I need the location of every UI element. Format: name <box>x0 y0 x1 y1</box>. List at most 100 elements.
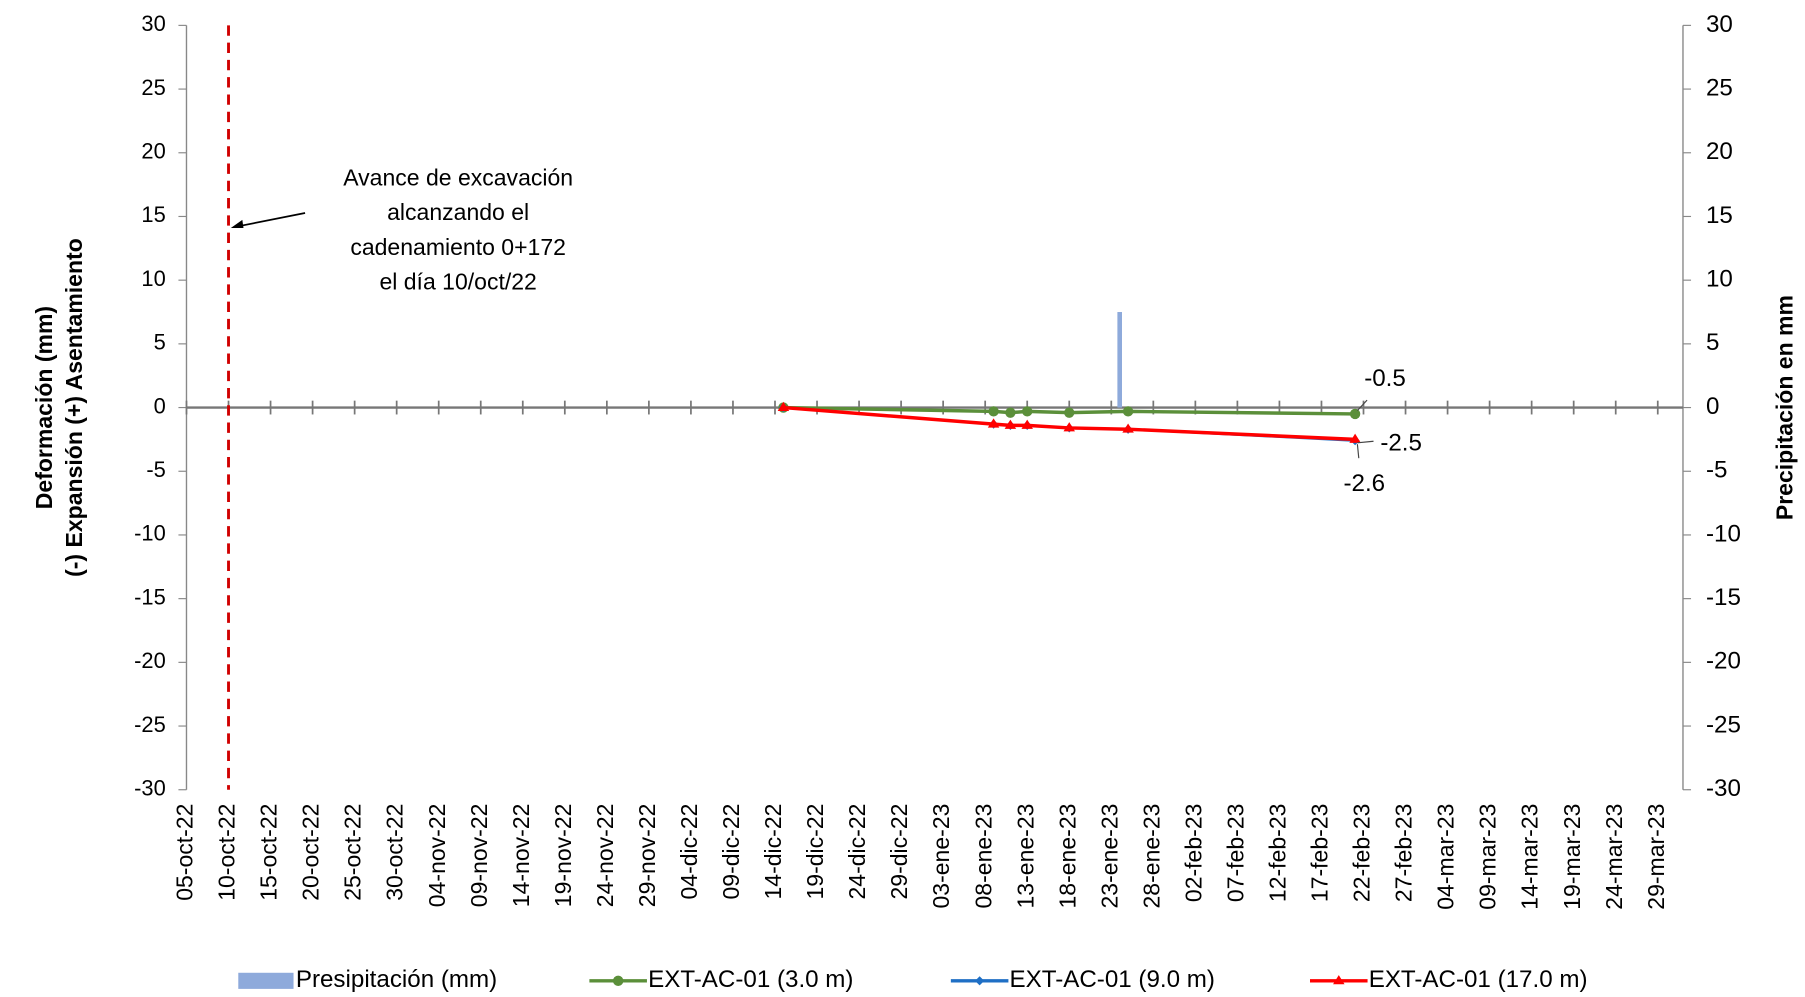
x-tick-label: 23-ene-23 <box>1096 804 1122 909</box>
y-tick-label: -30 <box>134 776 166 801</box>
annotation: alcanzando el <box>387 199 529 225</box>
annotation: cadenamiento 0+172 <box>350 234 566 260</box>
x-tick-label: 29-dic-22 <box>886 804 912 900</box>
y-tick-label: 10 <box>141 266 165 291</box>
x-tick-label: 09-nov-22 <box>466 804 492 908</box>
point <box>1005 407 1016 418</box>
y2-tick-label: 15 <box>1706 202 1733 229</box>
legend-label: Presipitación (mm) <box>296 966 497 993</box>
x-tick-label: 02-feb-23 <box>1180 804 1206 903</box>
y-tick-label: 30 <box>141 11 165 36</box>
y2-tick-label: -20 <box>1706 648 1741 675</box>
x-tick-label: 20-oct-22 <box>298 804 324 901</box>
point <box>1004 419 1017 429</box>
precipitation-bar <box>1117 312 1122 408</box>
x-tick-label: 22-feb-23 <box>1349 804 1375 903</box>
y2-tick-label: -5 <box>1706 457 1727 484</box>
y2-tick-label: 25 <box>1706 74 1733 101</box>
x-tick-label: 14-mar-23 <box>1517 804 1543 910</box>
x-tick-label: 30-oct-22 <box>382 804 408 901</box>
y2-tick-label: -10 <box>1706 520 1741 547</box>
legend-marker <box>612 975 624 987</box>
y-tick-label: 25 <box>141 75 165 100</box>
y2-tick-label: 20 <box>1706 138 1733 165</box>
x-tick-label: 09-mar-23 <box>1475 804 1501 910</box>
x-tick-label: 25-oct-22 <box>340 804 366 901</box>
y-tick-label: -10 <box>134 521 166 546</box>
x-tick-label: 29-nov-22 <box>634 804 660 908</box>
y2-tick-label: -25 <box>1706 711 1741 738</box>
legend-label: EXT-AC-01 (9.0 m) <box>1010 966 1215 993</box>
legend-swatch <box>238 972 294 989</box>
y-tick-label: -25 <box>134 712 166 737</box>
annotation: el día 10/oct/22 <box>379 268 536 294</box>
y-tick-label: 0 <box>154 393 166 418</box>
label-leader <box>1356 444 1360 459</box>
point <box>1349 408 1361 420</box>
legend-label: EXT-AC-01 (17.0 m) <box>1369 966 1588 993</box>
y-tick-label: -20 <box>134 648 166 673</box>
x-tick-label: 18-ene-23 <box>1054 804 1080 909</box>
legend-marker <box>1333 975 1345 985</box>
legend-marker <box>975 976 985 986</box>
x-tick-label: 24-mar-23 <box>1601 804 1627 910</box>
y-tick-label: -15 <box>134 584 166 609</box>
point <box>1063 422 1076 432</box>
point <box>988 406 999 417</box>
y-tick-label: 15 <box>141 202 165 227</box>
x-tick-label: 10-oct-22 <box>214 804 240 901</box>
point <box>987 418 1000 428</box>
y-tick-label: 20 <box>141 139 165 164</box>
point <box>1021 419 1033 429</box>
x-tick-label: 04-nov-22 <box>424 804 450 908</box>
y-axis-title: (-) Expansión (+) Asentamiento <box>61 238 87 577</box>
x-tick-label: 19-dic-22 <box>802 804 828 900</box>
x-tick-label: 29-mar-23 <box>1643 804 1669 910</box>
x-tick-label: 13-ene-23 <box>1012 804 1038 909</box>
data-label: -2.5 <box>1380 429 1422 456</box>
x-tick-label: 19-mar-23 <box>1559 804 1585 910</box>
label-leader <box>1356 399 1368 411</box>
point <box>1022 406 1033 417</box>
x-tick-label: 05-oct-22 <box>172 804 198 901</box>
annotation-box <box>305 147 616 309</box>
x-tick-label: 15-oct-22 <box>256 804 282 901</box>
x-tick-label: 17-feb-23 <box>1307 804 1333 903</box>
y-axis-title: Deformación (mm) <box>31 306 57 509</box>
x-tick-label: 14-dic-22 <box>760 804 786 900</box>
x-tick-label: 24-dic-22 <box>844 804 870 900</box>
point <box>1064 407 1075 418</box>
x-tick-label: 07-feb-23 <box>1222 804 1248 903</box>
x-tick-label: 14-nov-22 <box>508 804 534 908</box>
point <box>1122 406 1134 417</box>
x-tick-label: 27-feb-23 <box>1391 804 1417 903</box>
x-tick-label: 03-ene-23 <box>928 804 954 909</box>
y2-tick-label: 0 <box>1706 393 1719 420</box>
data-label: -2.6 <box>1343 470 1385 497</box>
y2-tick-label: -15 <box>1706 584 1741 611</box>
x-tick-label: 28-ene-23 <box>1138 804 1164 909</box>
y2-axis-title: Precipitación en mm <box>1772 295 1798 520</box>
y-tick-label: -5 <box>146 457 165 482</box>
x-tick-label: 19-nov-22 <box>550 804 576 908</box>
y2-tick-label: 30 <box>1706 11 1733 38</box>
y2-tick-label: -30 <box>1706 775 1741 802</box>
arrow-head <box>230 219 244 228</box>
x-tick-label: 12-feb-23 <box>1265 804 1291 903</box>
legend-label: EXT-AC-01 (3.0 m) <box>648 966 853 993</box>
point <box>1122 423 1134 433</box>
x-tick-label: 08-ene-23 <box>970 804 996 909</box>
annotation: Avance de excavación <box>343 165 573 191</box>
y-tick-label: 5 <box>154 330 166 355</box>
x-tick-label: 04-dic-22 <box>676 804 702 900</box>
y2-tick-label: 5 <box>1706 329 1719 356</box>
x-tick-label: 09-dic-22 <box>718 804 744 900</box>
x-tick-label: 24-nov-22 <box>592 804 618 908</box>
point <box>777 401 790 412</box>
point <box>1349 433 1361 443</box>
label-leader <box>1357 440 1374 444</box>
x-tick-label: 04-mar-23 <box>1433 804 1459 910</box>
annotation-arrow <box>235 212 306 228</box>
